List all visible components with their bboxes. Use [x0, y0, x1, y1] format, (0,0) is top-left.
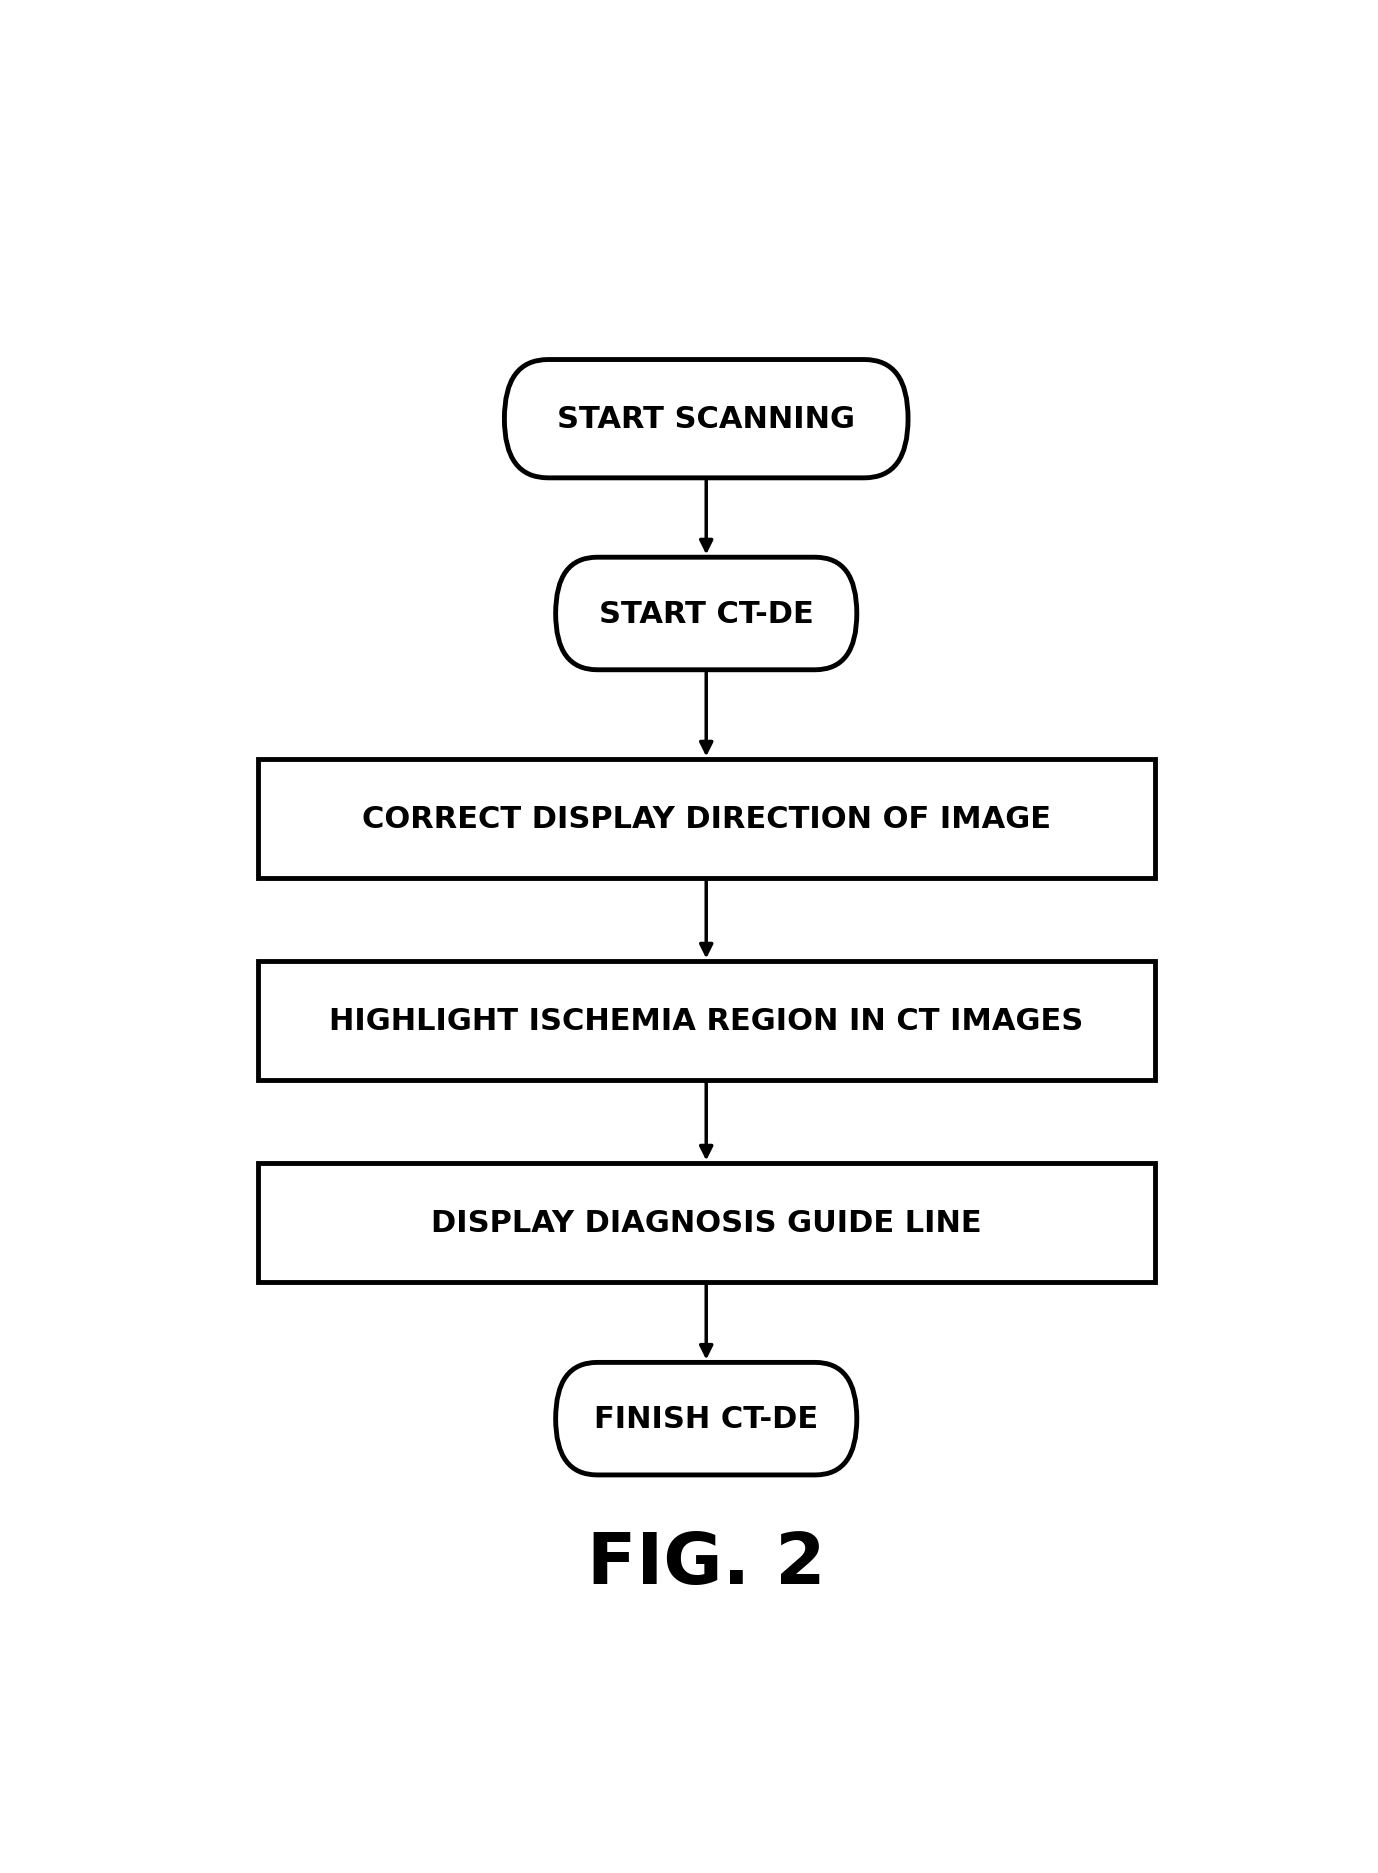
FancyBboxPatch shape — [555, 1364, 857, 1476]
Text: HIGHLIGHT ISCHEMIA REGION IN CT IMAGES: HIGHLIGHT ISCHEMIA REGION IN CT IMAGES — [329, 1006, 1083, 1036]
Text: FIG. 2: FIG. 2 — [587, 1528, 825, 1598]
FancyBboxPatch shape — [258, 961, 1155, 1081]
FancyBboxPatch shape — [258, 1163, 1155, 1281]
Text: DISPLAY DIAGNOSIS GUIDE LINE: DISPLAY DIAGNOSIS GUIDE LINE — [431, 1208, 981, 1238]
FancyBboxPatch shape — [555, 558, 857, 671]
FancyBboxPatch shape — [258, 760, 1155, 878]
FancyBboxPatch shape — [504, 360, 908, 479]
Text: FINISH CT-DE: FINISH CT-DE — [594, 1405, 819, 1433]
Text: CORRECT DISPLAY DIRECTION OF IMAGE: CORRECT DISPLAY DIRECTION OF IMAGE — [361, 805, 1050, 833]
Text: START SCANNING: START SCANNING — [557, 405, 856, 435]
Text: START CT-DE: START CT-DE — [599, 599, 813, 629]
